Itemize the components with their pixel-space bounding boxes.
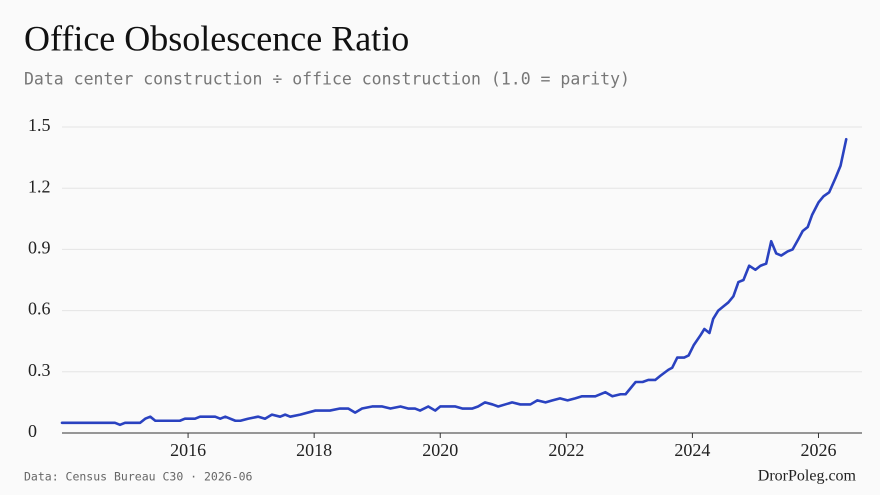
y-tick-label: 0.9	[28, 238, 51, 258]
source-note: Data: Census Bureau C30 · 2026-06	[24, 470, 253, 484]
x-tick-label: 2026	[800, 440, 836, 460]
chart-subtitle: Data center construction ÷ office constr…	[24, 70, 630, 89]
x-tick-label: 2018	[296, 440, 332, 460]
x-tick-label: 2020	[422, 440, 458, 460]
y-tick-label: 0.6	[28, 299, 51, 319]
y-tick-label: 1.5	[28, 115, 51, 135]
y-tick-label: 0.3	[28, 360, 51, 380]
data-line	[60, 137, 848, 427]
plot-area: 0 0.3 0.6 0.9 1.2 1.5 2016 2018 2020 2022 2024 2026	[28, 115, 862, 460]
y-tick-label: 0	[28, 421, 37, 441]
x-tick-label: 2016	[170, 440, 206, 460]
credit: DrorPoleg.com	[758, 468, 857, 485]
chart-title: Office Obsolescence Ratio	[24, 18, 409, 58]
y-tick-label: 1.2	[28, 176, 51, 196]
x-tick-label: 2022	[548, 440, 584, 460]
x-tick-label: 2024	[674, 440, 710, 460]
